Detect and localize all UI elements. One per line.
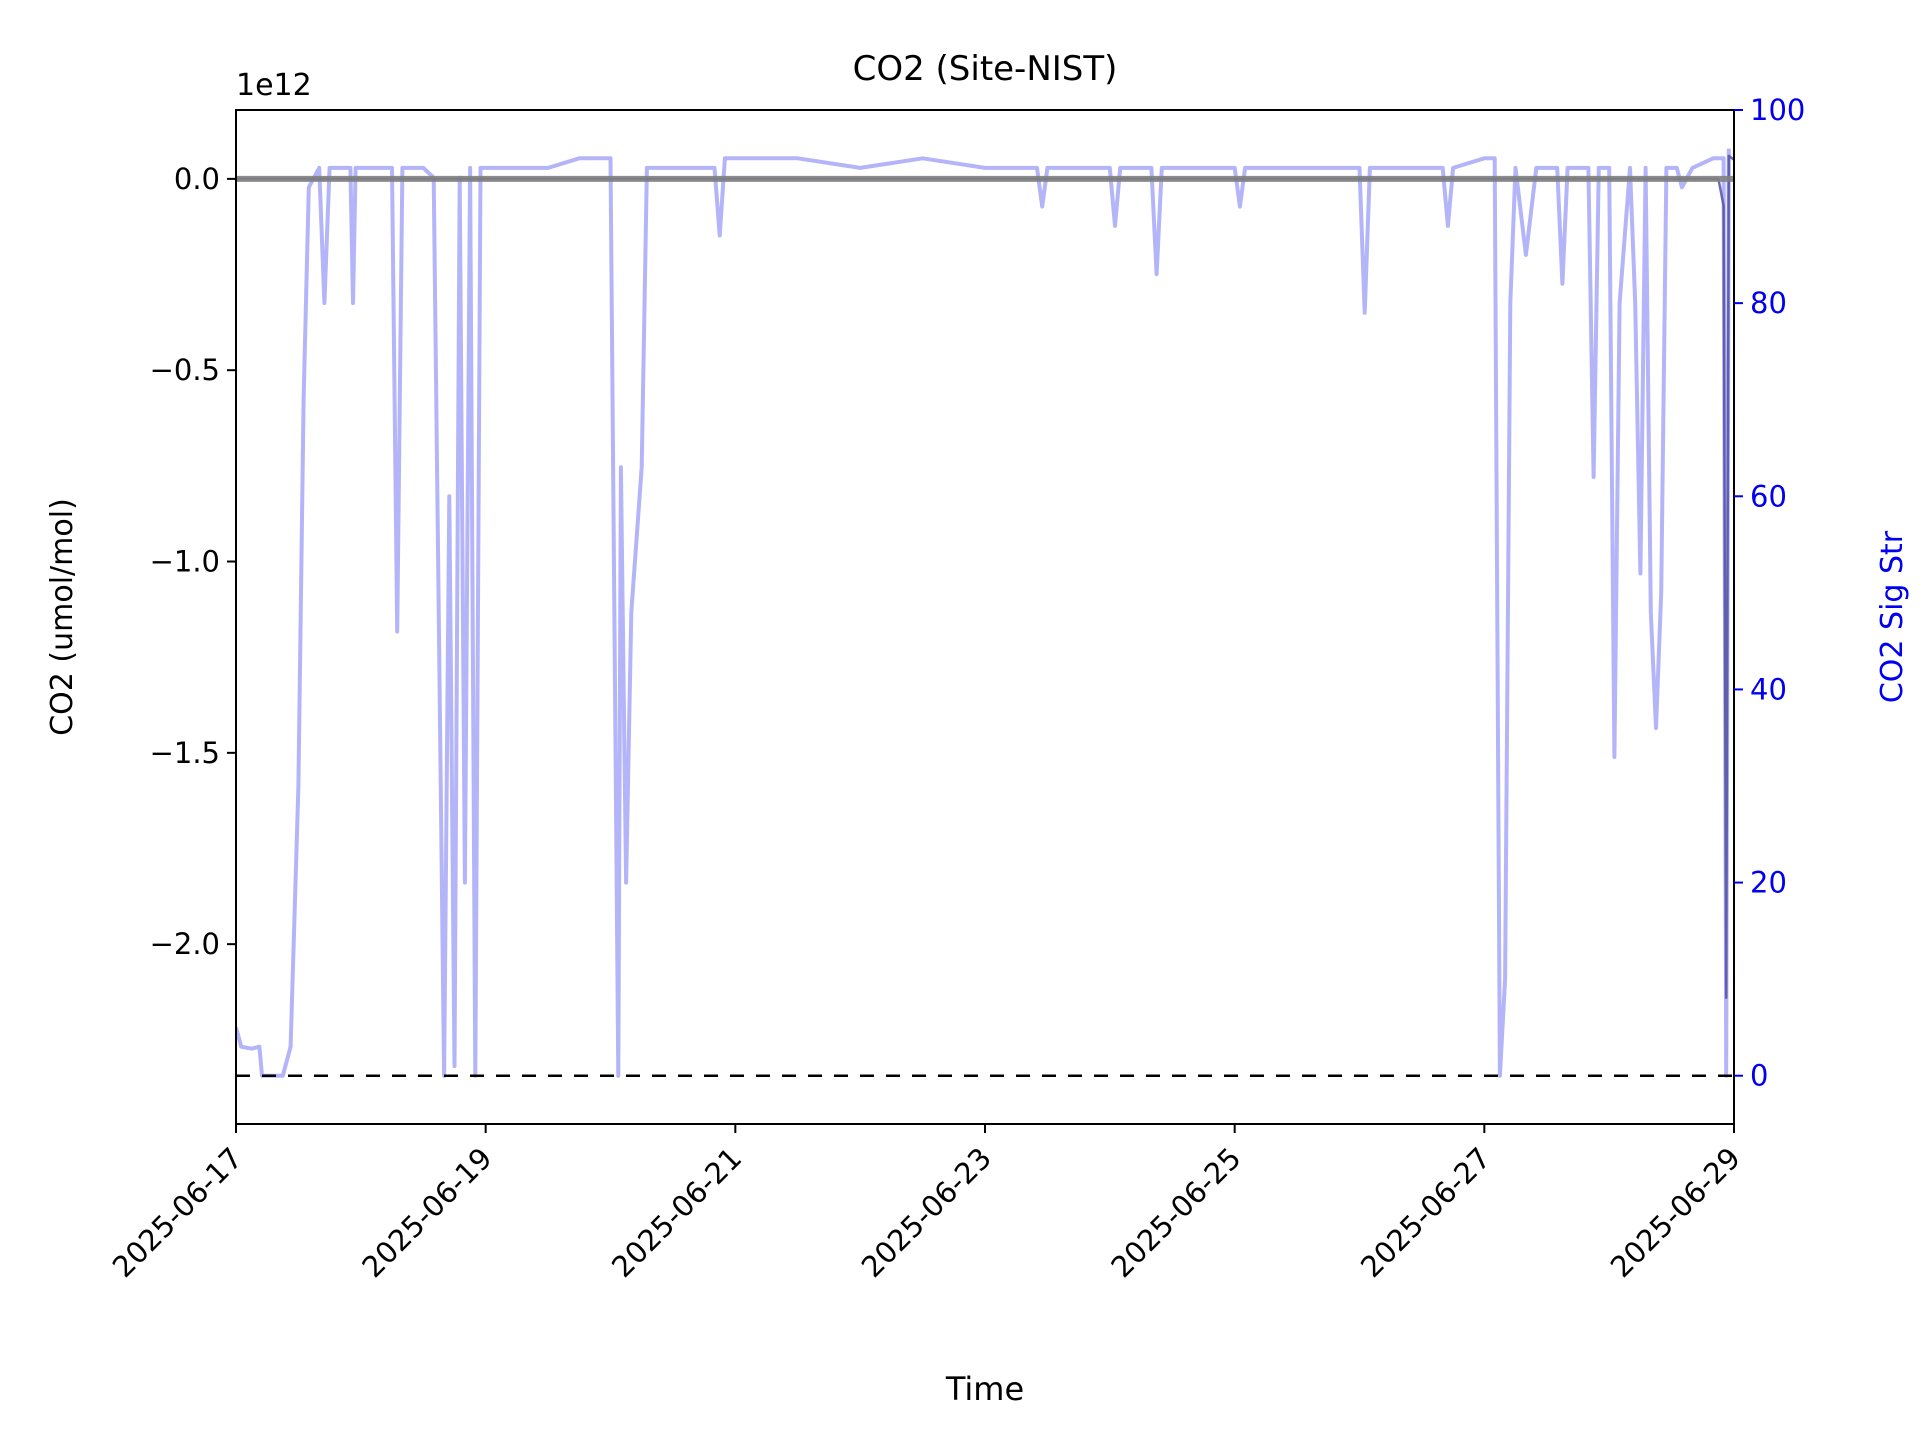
left-tick-label: 0.0 [174,162,220,196]
right-tick-label: 100 [1750,93,1805,127]
left-axis: 0.0 −0.5 −1.0 −1.5 −2.0 [150,162,236,961]
left-axis-offset-label: 1e12 [236,68,312,103]
left-tick-label: −2.0 [150,927,220,961]
series-line-1 [236,148,1731,1078]
left-axis-label: CO2 (umol/mol) [45,498,80,736]
right-tick-label: 20 [1750,866,1787,900]
right-tick-label: 40 [1750,672,1787,706]
right-tick-label: 60 [1750,479,1787,513]
right-tick-label: 0 [1750,1059,1768,1093]
chart-title: CO2 (Site-NIST) [853,49,1118,89]
left-tick-label: −1.0 [150,545,220,579]
x-axis-label: Time [945,1370,1024,1408]
left-tick-label: −1.5 [150,736,220,770]
right-axis: 0 20 40 60 80 100 [1734,93,1805,1093]
plot-area [236,148,1734,1078]
right-tick-label: 80 [1750,286,1787,320]
left-tick-label: −0.5 [150,353,220,387]
right-axis-label: CO2 Sig Str [1875,530,1910,703]
